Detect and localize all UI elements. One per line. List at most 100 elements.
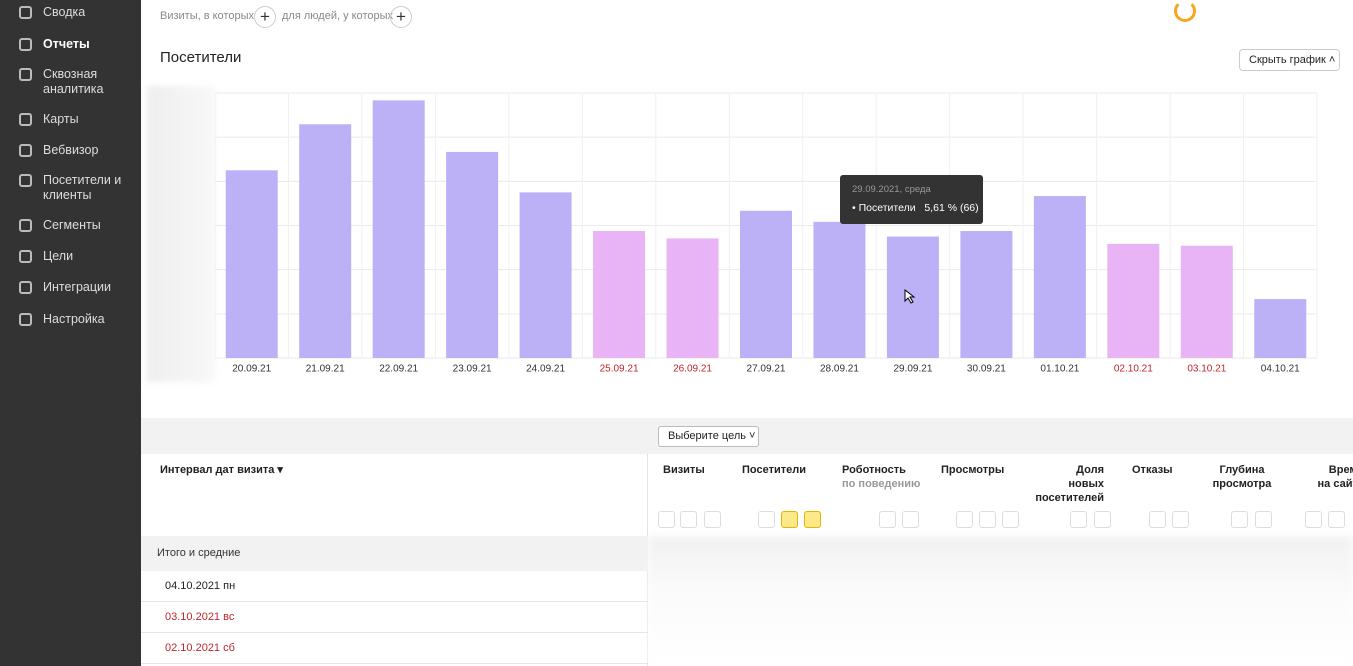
bar [666, 238, 719, 358]
column-label: Доля [1076, 464, 1104, 476]
nav-item[interactable]: Интеграции [43, 280, 112, 294]
column-header[interactable]: Глубина просмотра [1205, 463, 1279, 491]
column-tool[interactable] [1070, 511, 1087, 528]
cursor [904, 289, 916, 304]
tooltip-share: 5,61 % [924, 202, 958, 214]
nav-item[interactable]: Настройка [43, 312, 105, 326]
goal-label: Выберите цель [668, 430, 746, 442]
column-label: Посетители [742, 464, 806, 476]
bar [740, 210, 792, 358]
hide-chart-button[interactable]: Скрыть график ˄ [1239, 49, 1340, 71]
x-tick-label: 29.09.21 [893, 364, 932, 375]
nav-item[interactable]: Карты [43, 112, 79, 126]
bar [446, 151, 499, 358]
tooltip-series: Посетители [858, 202, 916, 214]
x-tick-label: 25.09.21 [600, 364, 639, 375]
nav-icon [19, 113, 32, 126]
nav-item[interactable]: Отчеты [43, 37, 90, 51]
column-label: Просмотры [941, 464, 1005, 476]
column-tool[interactable] [979, 511, 996, 528]
blurred-axis [147, 86, 215, 382]
table-row[interactable]: 03.10.2021 вс [141, 602, 648, 633]
column-tool[interactable] [902, 511, 919, 528]
x-tick-label: 01.10.21 [1040, 364, 1079, 375]
nav-icon [19, 6, 32, 19]
sidebar: Сводка Отчеты Сквозная аналитика Карты Вебви… [0, 0, 141, 666]
column-tool[interactable] [1094, 511, 1111, 528]
x-tick-label: 23.09.21 [453, 364, 492, 375]
add-button[interactable]: + [390, 6, 412, 28]
report-title: Посетители [160, 49, 242, 66]
nav-item[interactable]: Сквозная аналитика [43, 67, 104, 96]
column-header[interactable]: Посетители [742, 463, 832, 477]
goal-select[interactable]: Выберите цель ˅ [658, 426, 759, 447]
nav-icon [19, 38, 32, 51]
bar [1033, 196, 1086, 358]
column-header[interactable]: Время на сайте [1290, 463, 1353, 491]
column-tool[interactable] [879, 511, 896, 528]
nav-icon [19, 174, 32, 187]
bar [519, 192, 572, 358]
column-label: на сайте [1317, 478, 1353, 490]
column-tool[interactable] [804, 511, 821, 528]
bar [372, 100, 425, 358]
x-tick-label: 20.09.21 [232, 364, 271, 375]
column-tool[interactable] [956, 511, 973, 528]
nav-icon [19, 250, 32, 263]
x-tick-label: 02.10.21 [1114, 364, 1153, 375]
bar [299, 124, 352, 358]
column-tool[interactable] [1172, 511, 1189, 528]
nav-item[interactable]: Посетители и клиенты [43, 173, 122, 202]
bar [960, 231, 1013, 358]
filter-people[interactable]: для людей, у которых [282, 10, 393, 22]
column-tool[interactable] [704, 511, 721, 528]
x-tick-label: 26.09.21 [673, 364, 712, 375]
blurred-values [648, 536, 1353, 666]
filter-visits[interactable]: Визиты, в которых [160, 10, 254, 22]
column-tool[interactable] [680, 511, 697, 528]
column-header[interactable]: Визиты [663, 463, 753, 477]
column-header[interactable]: Доля новых посетителей [1030, 463, 1104, 505]
x-tick-label: 28.09.21 [820, 364, 859, 375]
add-button[interactable]: + [254, 6, 276, 28]
column-tool[interactable] [1231, 511, 1248, 528]
bar [1180, 245, 1233, 358]
x-tick-label: 27.09.21 [747, 364, 786, 375]
column-tool[interactable] [658, 511, 675, 528]
column-tool[interactable] [1328, 511, 1345, 528]
column-header[interactable]: Роботность по поведению [842, 463, 932, 491]
column-label: Роботность [842, 464, 906, 476]
column-header[interactable]: Просмотры [941, 463, 1031, 477]
table-row[interactable]: 02.10.2021 сб [141, 633, 648, 664]
x-tick-label: 03.10.21 [1187, 364, 1226, 375]
nav-item[interactable]: Сводка [43, 5, 86, 19]
column-label: Визиты [663, 464, 705, 476]
column-tool[interactable] [1255, 511, 1272, 528]
x-tick-label: 24.09.21 [526, 364, 565, 375]
dimension-label: Интервал дат визита [160, 464, 275, 476]
tooltip-line: • Посетители 5,61 % (66) [852, 202, 979, 214]
column-tool[interactable] [781, 511, 798, 528]
column-label: новых [1068, 478, 1104, 490]
nav-icon [19, 313, 32, 326]
bar [225, 170, 278, 358]
loader [1174, 0, 1196, 22]
button-label: Скрыть график [1249, 54, 1326, 66]
column-label: просмотра [1212, 478, 1272, 490]
column-tool[interactable] [1149, 511, 1166, 528]
column-header[interactable]: Отказы [1132, 463, 1222, 477]
x-tick-label: 30.09.21 [967, 364, 1006, 375]
nav-item[interactable]: Цели [43, 249, 74, 263]
dimension-header[interactable]: Интервал дат визита ▾ [160, 464, 283, 476]
bar [1254, 299, 1307, 358]
nav-item[interactable]: Вебвизор [43, 143, 99, 157]
column-tool[interactable] [758, 511, 775, 528]
column-tool[interactable] [1305, 511, 1322, 528]
column-label: Время [1328, 464, 1353, 476]
table-row[interactable]: 04.10.2021 пн [141, 571, 648, 602]
column-label: Глубина [1219, 464, 1265, 476]
nav-item[interactable]: Сегменты [43, 218, 101, 232]
column-tool[interactable] [1002, 511, 1019, 528]
